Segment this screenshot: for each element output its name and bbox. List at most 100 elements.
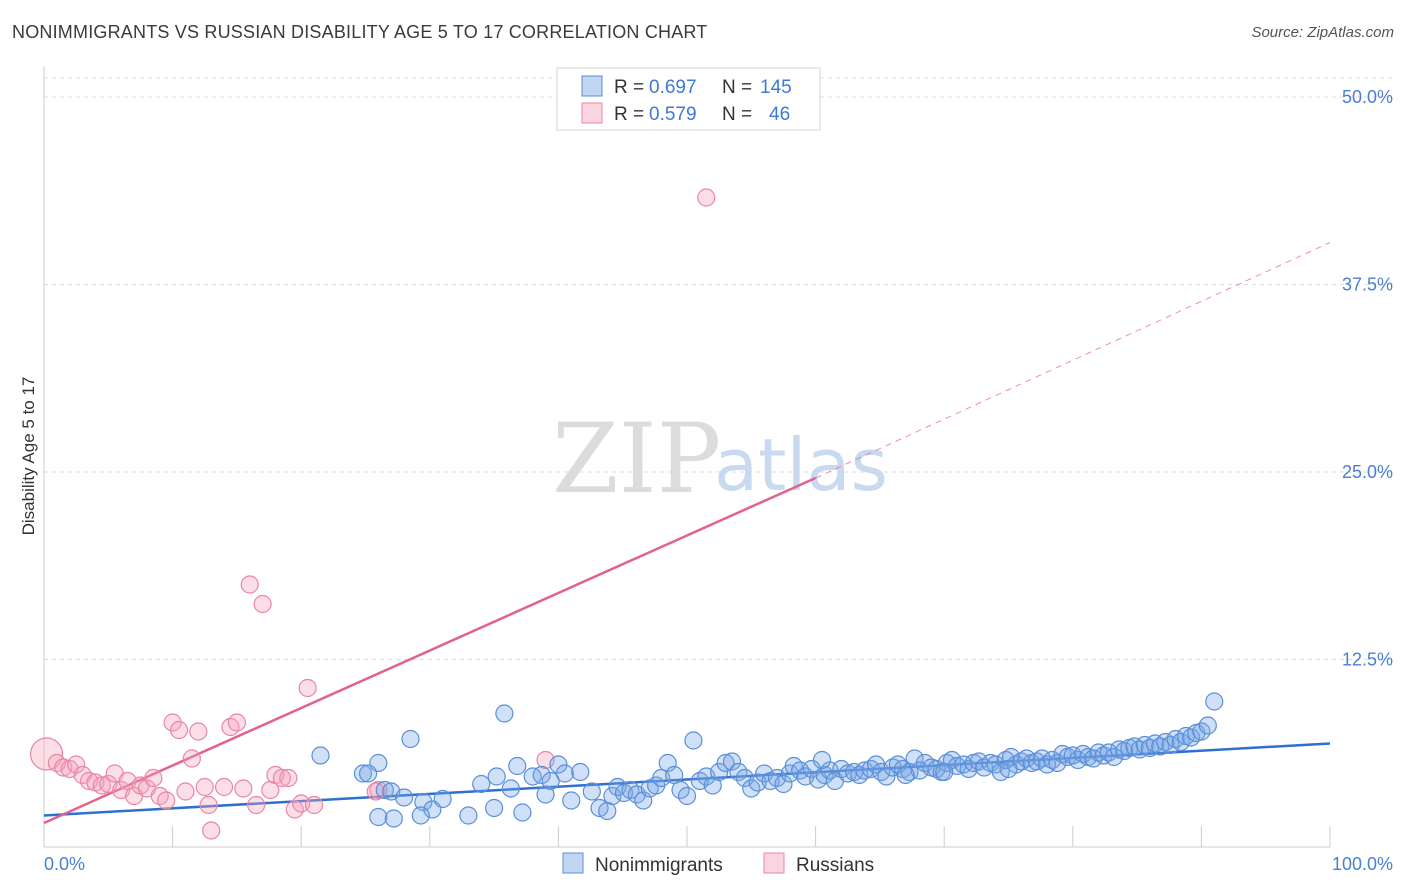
legend-n-label-2: N =: [722, 104, 752, 125]
nonimmigrants-point-13: [411, 806, 430, 825]
russians-trend-line: [43, 476, 817, 825]
axes: [43, 66, 1331, 848]
nonimmigrants-point-142: [896, 765, 915, 785]
y-tick-label-3: 50.0%: [1342, 87, 1393, 107]
nonimmigrants-point-139: [1198, 716, 1217, 735]
legend-r-label-2: R =: [614, 104, 644, 125]
russians-point-40: [298, 678, 317, 698]
trend-lines: [43, 242, 1331, 825]
nonimmigrants-point-106: [1027, 752, 1046, 771]
russians-point-26: [202, 821, 221, 840]
x-tick-label-min: 0.0%: [44, 854, 85, 874]
nonimmigrants-point-144: [999, 759, 1018, 779]
source-label: Source: ZipAtlas.com: [1251, 24, 1394, 41]
nonimmigrants-point-143: [935, 762, 954, 782]
bottom-legend-nonimmigrants: Nonimmigrants: [595, 855, 723, 876]
nonimmigrants-point-22: [523, 767, 542, 786]
bottom-legend-russians: Russians: [796, 855, 874, 876]
russians-point-44: [697, 188, 716, 207]
nonimmigrants-point-14: [459, 806, 478, 825]
nonimmigrants-point-25: [541, 771, 560, 791]
y-tick-label-0: 12.5%: [1342, 650, 1393, 670]
russians-trend-extension: [815, 242, 1331, 479]
russians-point-41: [304, 795, 324, 815]
russians-point-45: [366, 782, 385, 801]
nonimmigrants-point-24: [536, 785, 555, 804]
nonimmigrants-point-12: [384, 809, 403, 828]
nonimmigrants-point-110: [1048, 753, 1067, 773]
nonimmigrants-point-20: [508, 756, 527, 776]
nonimmigrants-point-21: [513, 803, 532, 822]
legend-r-value-2: 0.579: [649, 104, 697, 125]
x-tick-label-max: 100.0%: [1332, 854, 1393, 874]
nonimmigrants-point-109: [1043, 750, 1062, 770]
nonimmigrants-point-11: [369, 807, 388, 827]
legend-r-label-1: R =: [614, 77, 644, 98]
nonimmigrants-point-7: [401, 729, 420, 749]
nonimmigrants-point-26: [549, 755, 568, 774]
nonimmigrants-point-0: [311, 746, 330, 765]
nonimmigrants-point-60: [774, 774, 793, 794]
russians-point-16: [144, 768, 163, 788]
nonimmigrants-point-83: [905, 749, 924, 768]
russians-point-33: [253, 594, 272, 614]
russians-point-8: [92, 776, 111, 795]
nonimmigrants-point-115: [1073, 744, 1093, 764]
nonimmigrants-point-10: [433, 789, 452, 809]
legend-frame: [556, 67, 821, 131]
nonimmigrants-point-18: [495, 704, 514, 723]
y-tick-label-1: 25.0%: [1342, 462, 1393, 482]
y-tick-label-2: 37.5%: [1342, 275, 1393, 295]
nonimmigrants-point-140: [1205, 692, 1224, 711]
nonimmigrants-point-19: [501, 779, 520, 798]
nonimmigrants-point-30: [582, 782, 601, 801]
russians-point-29: [227, 713, 246, 732]
y-axis-label: Disability Age 5 to 17: [19, 377, 38, 536]
nonimmigrants-point-6: [394, 788, 414, 807]
nonimmigrants-point-27: [555, 764, 574, 783]
legend-box: R = 0.697 N = 145 R = 0.579 N = 46: [556, 67, 821, 131]
bottom-legend: Nonimmigrants Russians: [562, 852, 874, 876]
nonimmigrants-point-23: [532, 765, 551, 785]
russians-point-27: [214, 777, 234, 797]
nonimmigrants-point-52: [722, 752, 742, 771]
nonimmigrants-point-51: [716, 753, 735, 773]
russians-point-25: [199, 795, 218, 815]
nonimmigrants-trend-line: [43, 742, 1331, 817]
nonimmigrants-point-123: [1115, 741, 1134, 761]
nonimmigrants-point-46: [684, 731, 703, 750]
russians-point-4: [67, 755, 86, 774]
nonimmigrants-point-43: [665, 765, 684, 785]
legend-swatch-pink: [581, 102, 603, 124]
nonimmigrants-point-15: [472, 774, 491, 794]
russians-point-22: [182, 749, 201, 768]
gridlines: [44, 77, 1392, 660]
nonimmigrants-point-29: [571, 762, 590, 782]
nonimmigrants-point-50: [710, 762, 729, 782]
russians-point-18: [157, 791, 176, 810]
chart-title: NONIMMIGRANTS VS RUSSIAN DISABILITY AGE …: [12, 22, 708, 42]
russians-point-19: [163, 713, 182, 732]
legend-r-value-1: 0.697: [649, 77, 697, 98]
nonimmigrants-point-45: [677, 786, 697, 806]
russians-point-24: [195, 777, 214, 797]
russians-point-20: [169, 720, 189, 740]
russians-points: [29, 188, 716, 840]
nonimmigrants-point-141: [812, 750, 832, 770]
nonimmigrants-point-131: [1156, 732, 1175, 752]
nonimmigrants-point-28: [562, 791, 581, 810]
watermark-atlas: atlas: [714, 423, 888, 507]
russians-point-32: [247, 795, 266, 815]
nonimmigrants-point-4: [375, 780, 394, 800]
russians-point-0: [29, 737, 64, 771]
nonimmigrants-point-3: [369, 753, 388, 773]
russians-point-30: [234, 779, 253, 798]
bottom-legend-swatch-pink: [763, 852, 785, 874]
legend-n-value-2: 46: [769, 104, 790, 125]
x-tick-labels: 0.0% 100.0%: [44, 854, 1393, 874]
nonimmigrants-point-16: [485, 798, 504, 818]
bottom-legend-swatch-blue: [562, 852, 584, 874]
nonimmigrants-point-78: [877, 767, 896, 786]
nonimmigrants-point-17: [487, 767, 506, 786]
